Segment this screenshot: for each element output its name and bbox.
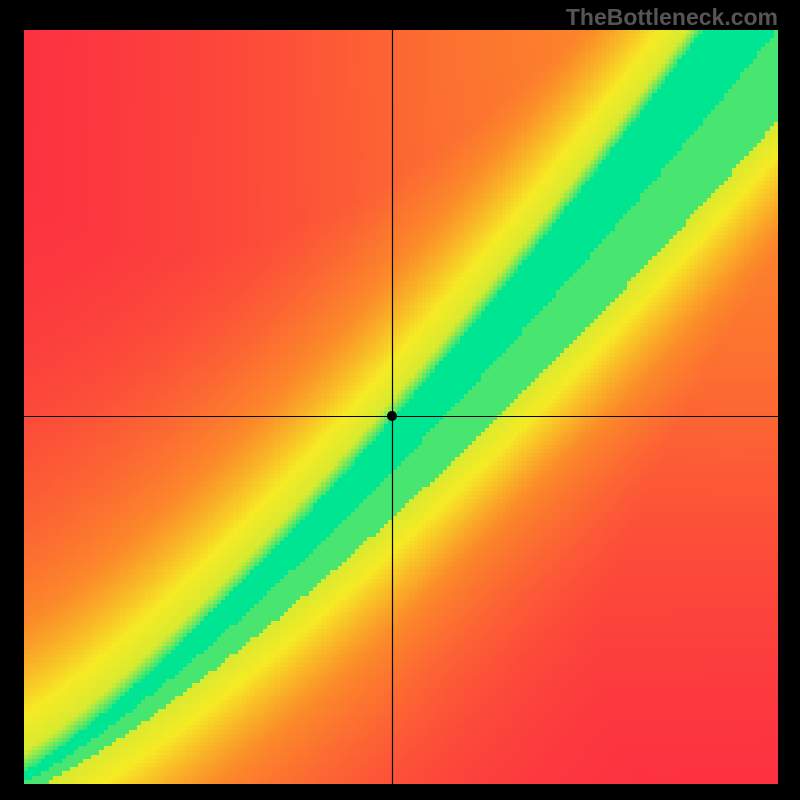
bottleneck-heatmap (24, 30, 778, 784)
watermark-text: TheBottleneck.com (566, 4, 778, 31)
chart-container: TheBottleneck.com (0, 0, 800, 800)
